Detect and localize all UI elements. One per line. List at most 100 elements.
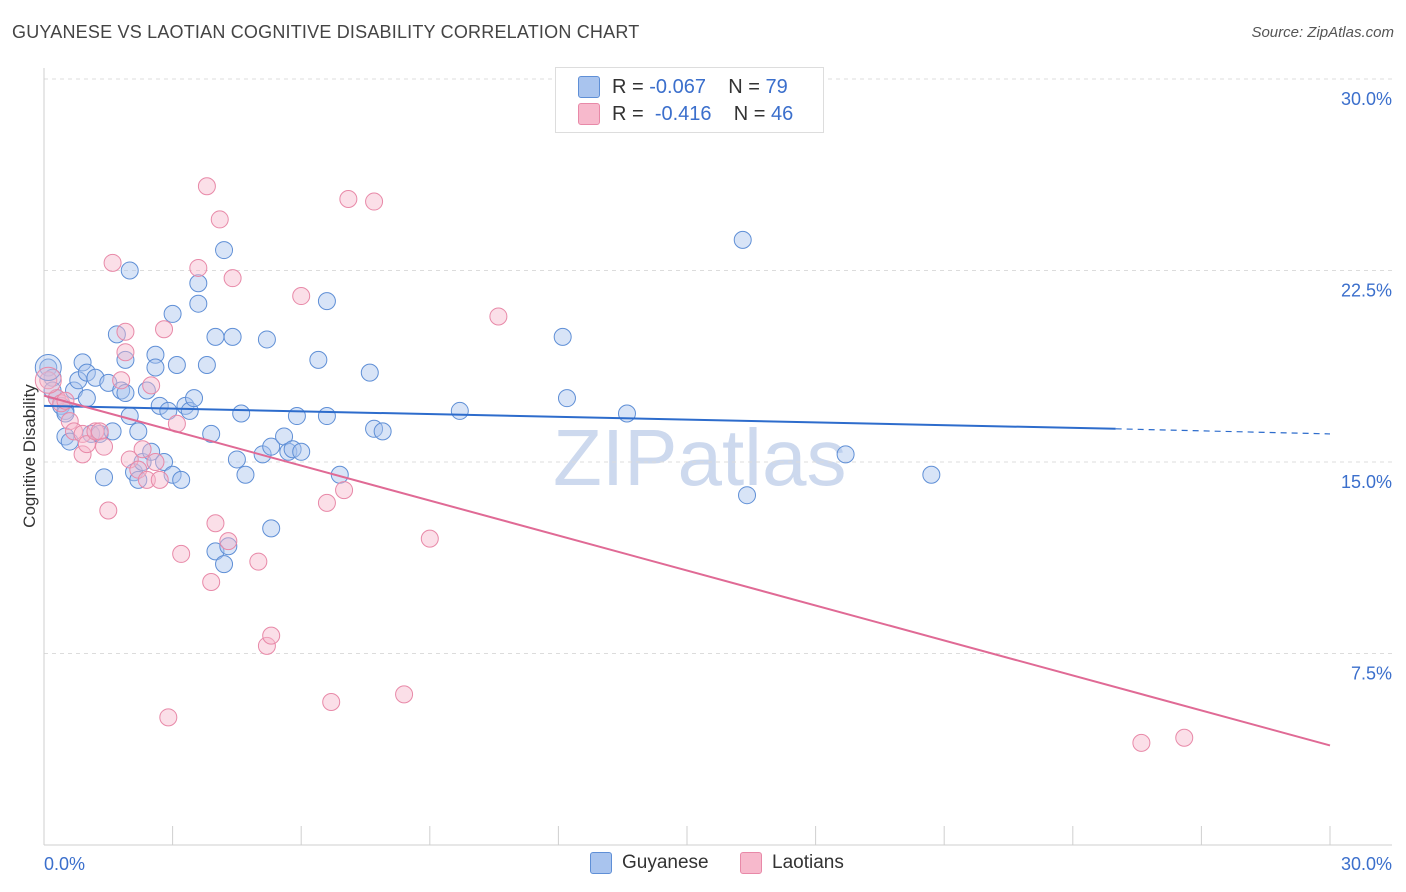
laotians-point [60,412,79,431]
guyanese-point [197,355,216,374]
r-label: R = [612,102,644,125]
laotians-trendline [43,394,1331,747]
guyanese-point [120,407,139,426]
guyanese-point [922,465,941,484]
guyanese-point [836,445,855,464]
laotians-point [197,177,216,196]
n-value-guyanese: 79 [765,75,788,98]
guyanese-point [738,486,757,505]
laotians-point [159,708,178,727]
laotians-point [133,440,152,459]
guyanese-legend-label: Guyanese [622,852,709,873]
guyanese-point [227,450,246,469]
guyanese-point [292,442,311,461]
laotians-point [112,371,131,390]
legend-item-guyanese[interactable]: Guyanese [590,852,709,874]
laotians-point [210,210,229,229]
laotians-point [420,529,439,548]
guyanese-point [317,292,336,311]
legend-row-laotians: R = -0.416 N = 46 [578,101,793,127]
guyanese-point [262,519,281,538]
guyanese-point [189,274,208,293]
laotians-point [365,192,384,211]
laotians-point [223,269,242,288]
guyanese-point [77,363,96,382]
laotians-legend-label: Laotians [772,852,844,873]
laotians-point [142,376,161,395]
guyanese-point [73,353,92,372]
laotians-point [189,258,208,277]
guyanese-point [309,350,328,369]
guyanese-point [287,407,306,426]
guyanese-point [95,468,114,487]
guyanese-trendline-extension [1115,428,1331,435]
laotians-point [219,532,238,551]
x-tick-label: 0.0% [44,854,85,874]
laotians-point [116,322,135,341]
guyanese-point [219,537,238,556]
y-tick-label: 30.0% [1341,89,1392,109]
guyanese-point [360,363,379,382]
laotians-point [339,190,358,209]
guyanese-point [215,241,234,260]
guyanese-point [317,407,336,426]
n-label: N = [733,102,766,125]
laotians-point [103,253,122,272]
laotians-point [395,685,414,704]
laotians-point [317,493,336,512]
guyanese-point [172,470,191,489]
y-tick-label: 22.5% [1341,281,1392,301]
laotians-point [73,445,92,464]
laotians-point [34,366,62,394]
laotians-point [249,552,268,571]
laotians-point [1175,728,1194,747]
laotians-point [116,343,135,362]
guyanese-trendline [43,404,1116,430]
guyanese-point [146,345,165,364]
laotians-point [172,544,191,563]
zipatlas-watermark: ZIPatlas [553,396,846,508]
guyanese-point [373,422,392,441]
laotians-point [155,320,174,339]
guyanese-point [202,424,221,443]
laotians-point [99,501,118,520]
x-tick-label: 30.0% [1341,854,1392,874]
r-value-laotians: -0.416 [654,102,712,125]
laotians-point [322,693,341,712]
correlation-legend: R = -0.067 N = 79 R = -0.416 N = 46 [555,67,824,133]
guyanese-point [262,437,281,456]
guyanese-legend-swatch [590,852,612,874]
guyanese-point [553,327,572,346]
laotians-point [202,573,221,592]
guyanese-point [236,465,255,484]
guyanese-point [257,330,276,349]
y-axis-label: Cognitive Disability [20,384,39,528]
watermark-atlas: atlas [677,413,847,502]
chart-title: GUYANESE VS LAOTIAN COGNITIVE DISABILITY… [12,22,640,42]
y-tick-label: 7.5% [1351,664,1392,684]
guyanese-point [733,230,752,249]
guyanese-point [185,389,204,408]
laotians-point [257,636,276,655]
laotians-point [90,422,109,441]
guyanese-point [150,396,169,415]
guyanese-point [159,401,178,420]
laotians-point [292,287,311,306]
guyanese-point [120,261,139,280]
laotians-point [77,435,96,454]
laotians-point [1132,733,1151,752]
guyanese-point [129,422,148,441]
chart-source: Source: ZipAtlas.com [1251,24,1394,41]
laotians-point [206,514,225,533]
legend-row-guyanese: R = -0.067 N = 79 [578,74,788,100]
r-label: R = [612,75,644,98]
legend-item-laotians[interactable]: Laotians [740,852,844,874]
laotians-point [95,437,114,456]
laotians-point [86,422,105,441]
laotians-point [146,453,165,471]
guyanese-point [167,355,186,374]
series-legend: Guyanese Laotians [0,852,1406,878]
guyanese-point [232,404,251,423]
guyanese-point [163,304,182,323]
n-label: N = [728,75,760,98]
